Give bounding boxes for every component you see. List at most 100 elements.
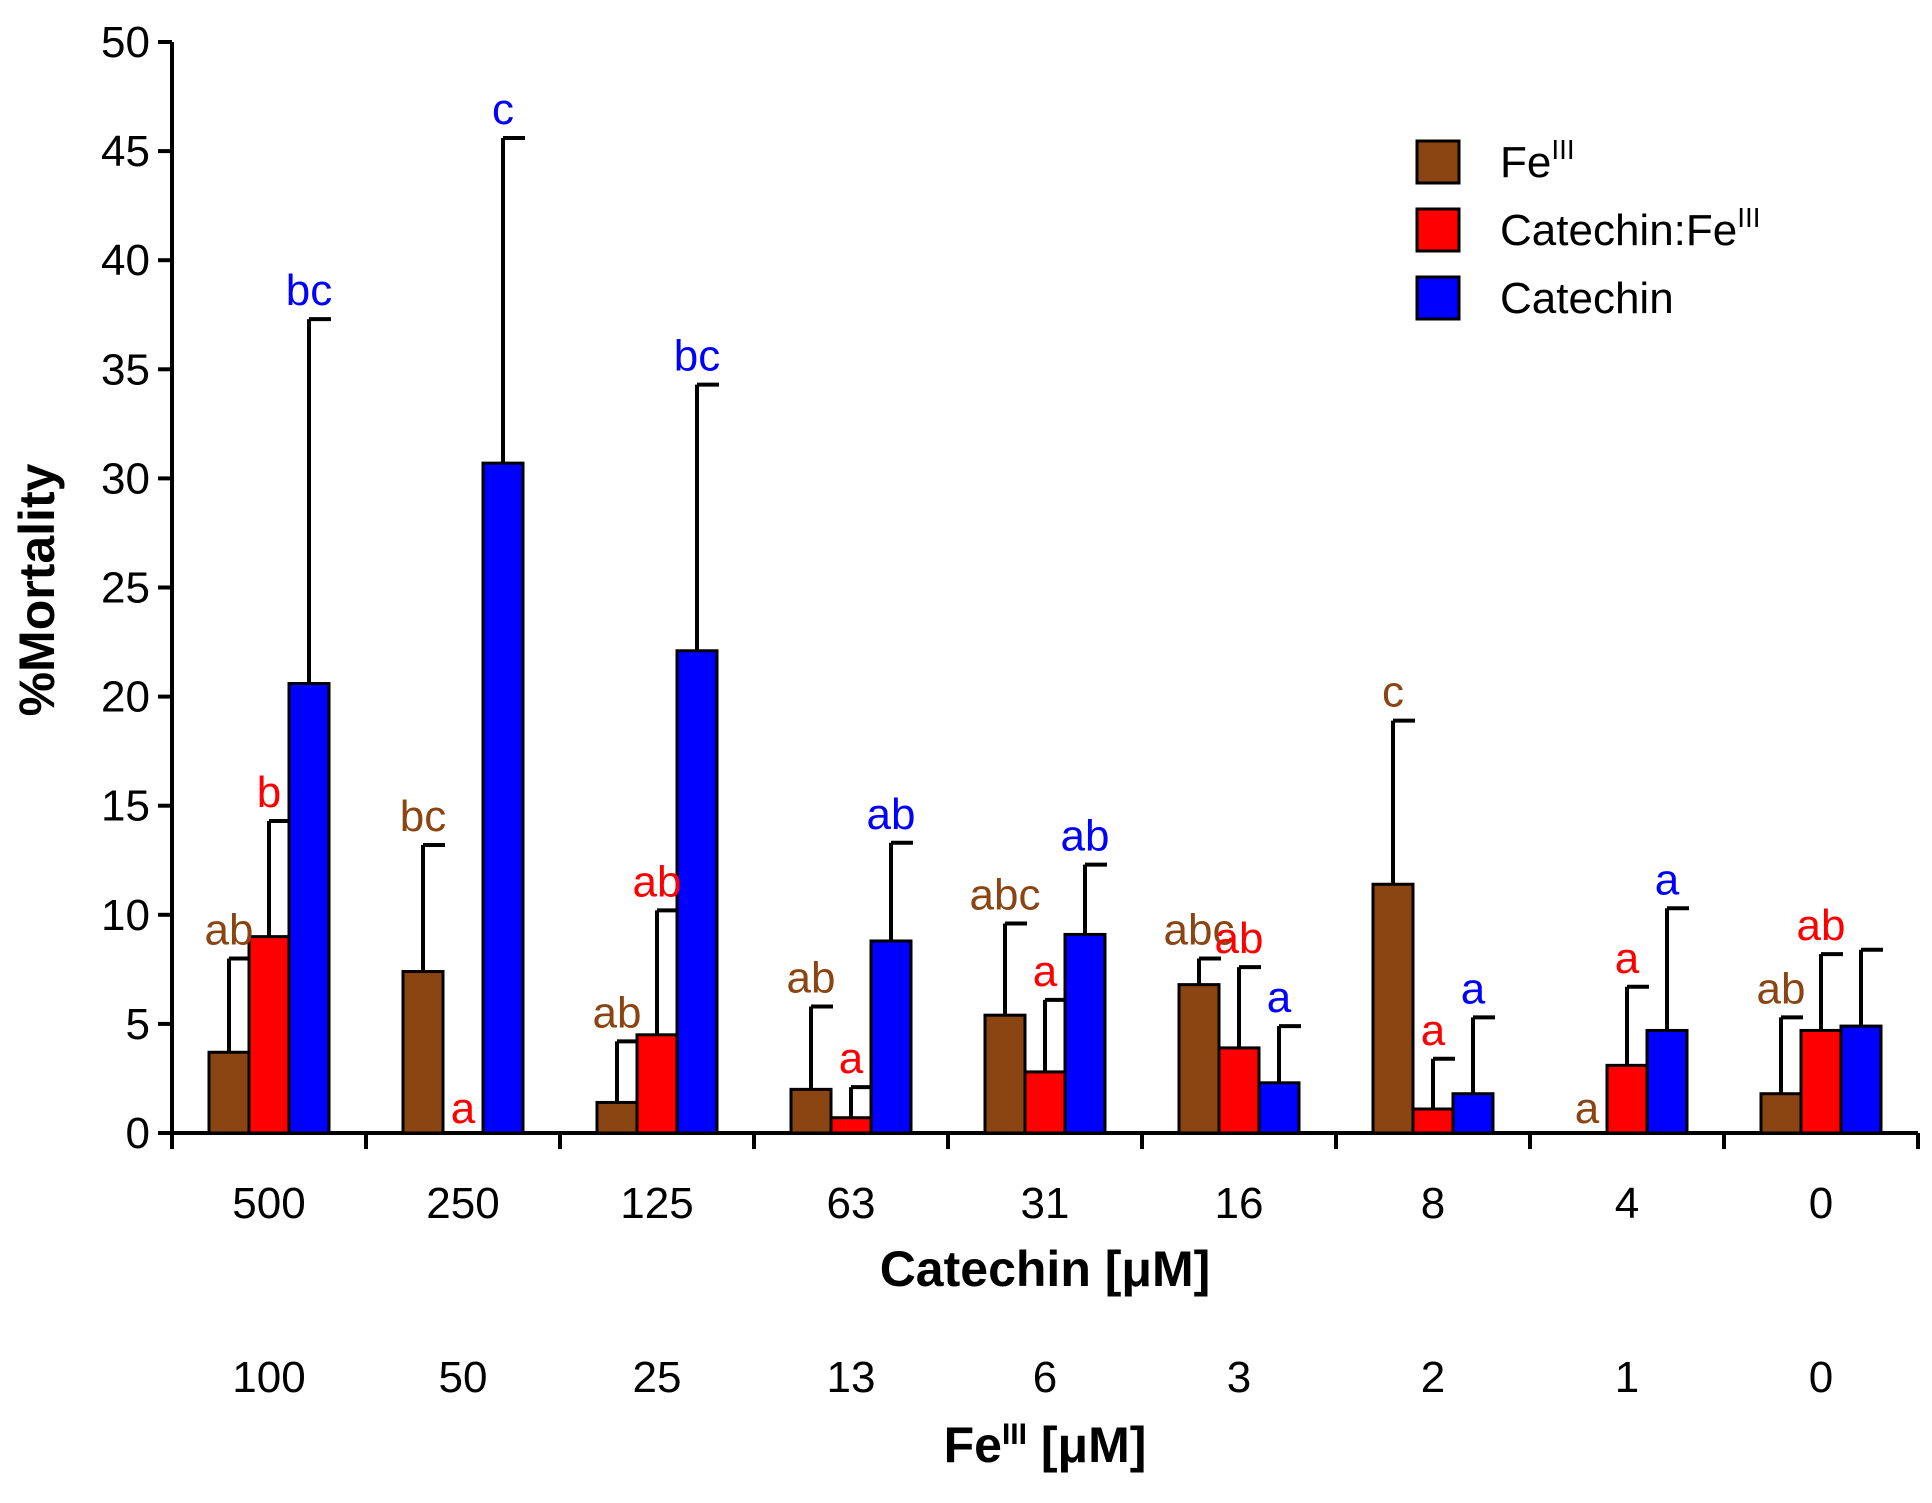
- x-axis-title-fe: FeIII [μM]: [944, 1417, 1147, 1473]
- x-tick-label-catechin: 250: [426, 1179, 499, 1228]
- bar: [789, 1087, 833, 1135]
- legend-swatch: [1415, 139, 1461, 185]
- bar: [287, 682, 331, 1135]
- bar: [1605, 1063, 1649, 1135]
- bar: [1217, 1046, 1261, 1135]
- y-tick-label: 15: [101, 782, 150, 831]
- significance-label: a: [1575, 1084, 1600, 1133]
- x-axis-title-fe-main: Fe: [944, 1417, 1002, 1473]
- bar: [1759, 1092, 1803, 1135]
- bar: [635, 1033, 679, 1135]
- x-axis-title-fe-sup: III: [1002, 1418, 1027, 1451]
- bar: [1063, 932, 1107, 1135]
- x-tick-label-catechin: 500: [232, 1179, 305, 1228]
- legend-label-main: Catechin: [1500, 274, 1674, 323]
- y-tick-label: 0: [126, 1109, 150, 1158]
- x-tick-label-fe: 3: [1227, 1353, 1251, 1402]
- legend-label: Catechin:FeIII: [1500, 202, 1761, 255]
- legend-label-sup: III: [1737, 202, 1760, 233]
- bar: [829, 1116, 873, 1135]
- significance-label: a: [451, 1084, 476, 1133]
- x-tick-label-fe: 6: [1033, 1353, 1057, 1402]
- significance-label: ab: [787, 953, 836, 1002]
- bar: [1411, 1107, 1455, 1135]
- x-tick-label-catechin: 4: [1615, 1179, 1639, 1228]
- x-tick-label-fe: 100: [232, 1353, 305, 1402]
- significance-label: a: [1461, 964, 1486, 1013]
- y-tick-label: 5: [126, 1000, 150, 1049]
- bar: [595, 1100, 639, 1135]
- x-tick-label-fe: 25: [633, 1353, 682, 1402]
- bar: [207, 1050, 251, 1135]
- y-axis-title: %Mortality: [9, 463, 65, 716]
- bar: [247, 935, 291, 1135]
- significance-label: ab: [1797, 901, 1846, 950]
- bar: [1839, 1024, 1883, 1135]
- bar: [1177, 983, 1221, 1135]
- x-tick-label-fe: 1: [1615, 1353, 1639, 1402]
- y-tick-label: 40: [101, 236, 150, 285]
- x-axis-title-fe-rest: [μM]: [1027, 1417, 1146, 1473]
- bar: [869, 939, 913, 1135]
- bar: [401, 970, 445, 1135]
- bar: [1451, 1092, 1495, 1135]
- legend-swatch: [1415, 275, 1461, 321]
- x-tick-label-catechin: 16: [1215, 1179, 1264, 1228]
- y-tick-label: 35: [101, 345, 150, 394]
- y-tick-label: 45: [101, 127, 150, 176]
- x-tick-label-catechin: 31: [1021, 1179, 1070, 1228]
- significance-label: c: [492, 85, 514, 134]
- y-tick-label: 10: [101, 891, 150, 940]
- significance-label: ab: [205, 905, 254, 954]
- significance-label: ab: [1061, 812, 1110, 861]
- legend-label-sup: III: [1551, 134, 1574, 165]
- x-tick-label-fe: 13: [827, 1353, 876, 1402]
- significance-label: a: [1655, 855, 1680, 904]
- significance-label: b: [257, 768, 281, 817]
- legend-label-main: Catechin:Fe: [1500, 206, 1737, 255]
- y-tick-label: 25: [101, 564, 150, 613]
- x-tick-label-catechin: 125: [620, 1179, 693, 1228]
- significance-label: a: [839, 1034, 864, 1083]
- significance-label: c: [1382, 668, 1404, 717]
- axes: 0510152025303540455050010025050125256313…: [101, 18, 1920, 1402]
- bar: [1023, 1070, 1067, 1135]
- legend-swatch: [1415, 207, 1461, 253]
- x-tick-label-catechin: 8: [1421, 1179, 1445, 1228]
- significance-label: bc: [286, 266, 332, 315]
- significance-label: ab: [867, 790, 916, 839]
- x-tick-label-fe: 0: [1809, 1353, 1833, 1402]
- x-tick-label-fe: 50: [439, 1353, 488, 1402]
- significance-label: a: [1615, 934, 1640, 983]
- significance-label: ab: [593, 988, 642, 1037]
- x-axis-title-catechin: Catechin [μM]: [880, 1241, 1211, 1297]
- y-tick-label: 30: [101, 454, 150, 503]
- bar: [1645, 1028, 1689, 1135]
- x-tick-label-catechin: 63: [827, 1179, 876, 1228]
- y-tick-label: 20: [101, 673, 150, 722]
- bar: [1799, 1028, 1843, 1135]
- bars: [207, 136, 1883, 1135]
- significance-label: a: [1267, 973, 1292, 1022]
- significance-label: ab: [633, 857, 682, 906]
- bar: [675, 649, 719, 1135]
- x-tick-label-fe: 2: [1421, 1353, 1445, 1402]
- bar: [1371, 882, 1415, 1135]
- legend-label: Catechin: [1500, 274, 1674, 323]
- bar: [481, 461, 525, 1135]
- significance-label: bc: [674, 332, 720, 381]
- significance-label: ab: [1757, 964, 1806, 1013]
- legend-label: FeIII: [1500, 134, 1575, 187]
- significance-label: a: [1033, 947, 1058, 996]
- bar: [983, 1013, 1027, 1135]
- significance-label: abc: [1164, 905, 1235, 954]
- legend-label-main: Fe: [1500, 138, 1551, 187]
- significance-label: bc: [400, 792, 446, 841]
- significance-label: ab: [1215, 914, 1264, 963]
- significance-label: a: [1421, 1006, 1446, 1055]
- y-tick-label: 50: [101, 18, 150, 67]
- significance-label: abc: [970, 871, 1041, 920]
